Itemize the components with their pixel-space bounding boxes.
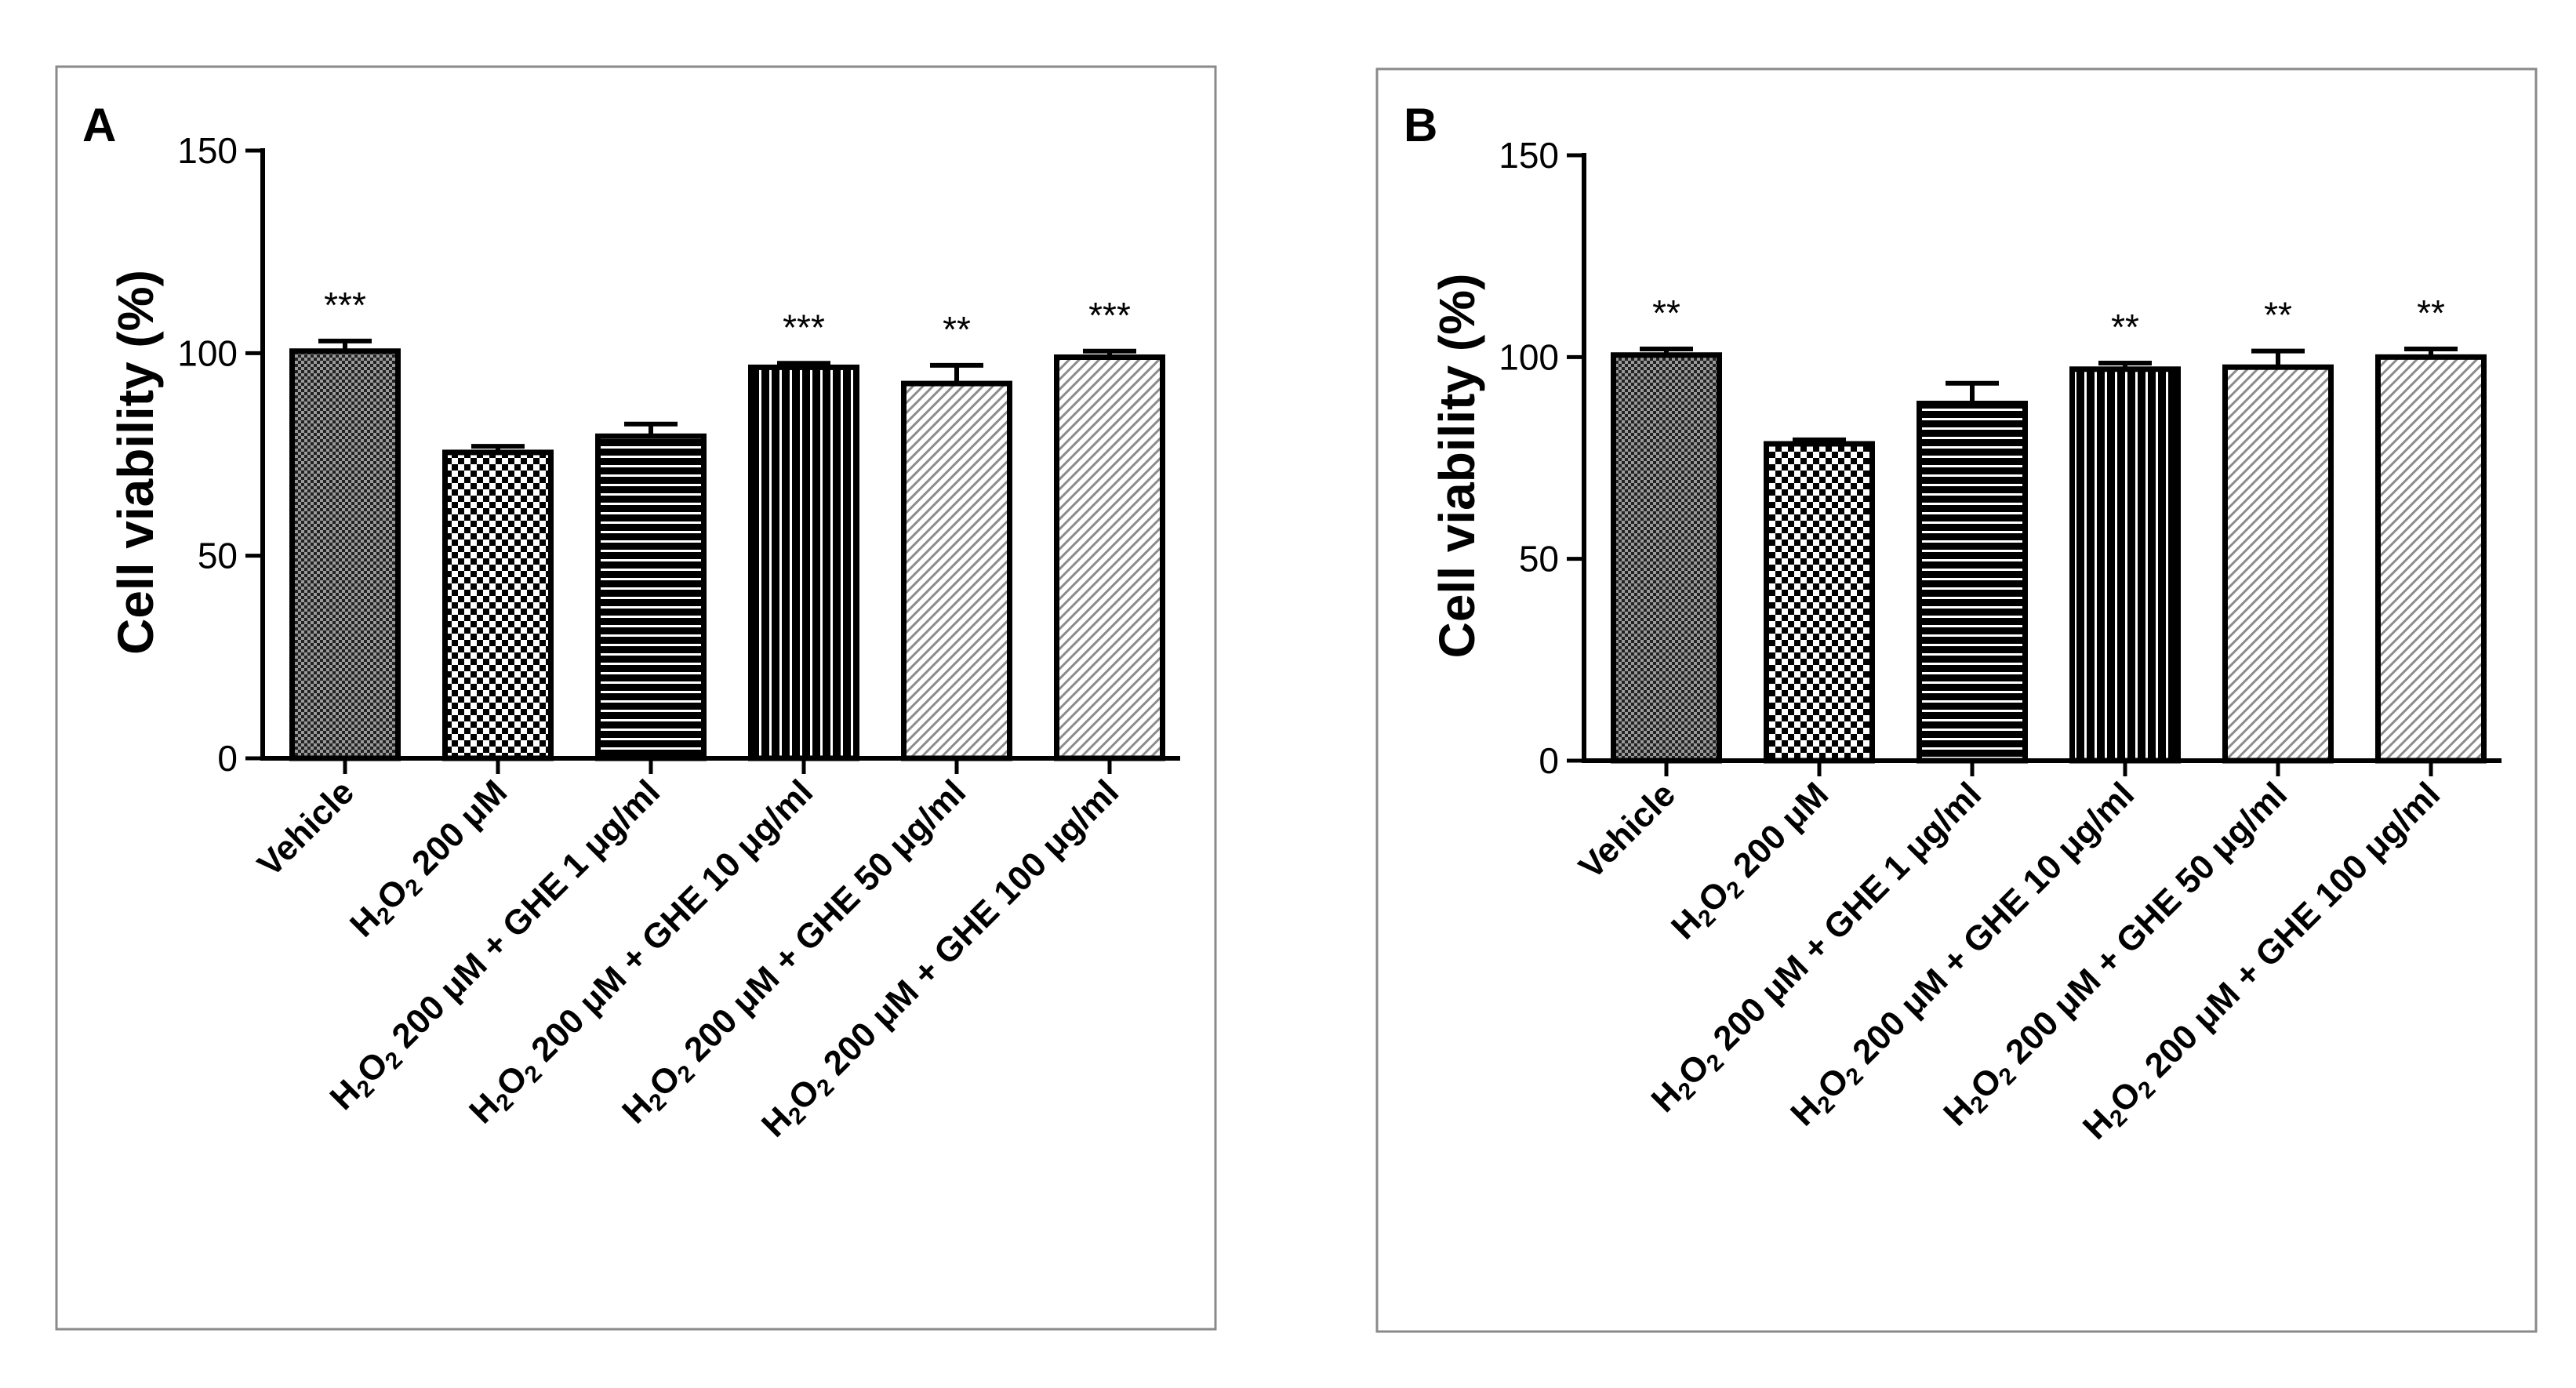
panel-b-y-tick-label: 150 <box>1499 135 1559 176</box>
panel-b-bar <box>2222 364 2334 764</box>
panel-b-significance-label: ** <box>2264 295 2292 336</box>
panel-a-y-tick-label: 0 <box>217 738 238 779</box>
panel-a-bar <box>901 380 1012 761</box>
panel-a-y-tick-label: 50 <box>198 536 238 576</box>
panel-a-significance-label: *** <box>783 307 825 347</box>
panel-b-bar <box>2375 354 2487 764</box>
panel-b-letter: B <box>1404 99 1437 151</box>
panel-b-significance-label: ** <box>2417 292 2445 333</box>
panel-b-y-tick-label: 100 <box>1499 336 1559 377</box>
panel-a-bar <box>442 449 554 761</box>
panel-a-y-tick-label: 150 <box>177 130 238 171</box>
panel-a-significance-label: *** <box>324 285 366 325</box>
panel-a-bar <box>595 433 707 761</box>
panel-b-y-tick-label: 0 <box>1539 740 1559 781</box>
panel-a-bar <box>289 348 401 761</box>
panel-a-bar <box>1054 354 1165 761</box>
panel-a-y-tick-label: 100 <box>177 332 238 373</box>
panel-b-significance-label: ** <box>1652 292 1680 333</box>
panel-a-significance-label: *** <box>1088 295 1131 336</box>
panel-b-y-tick-label: 50 <box>1519 539 1559 580</box>
panel-b-y-axis-label: Cell viability (%) <box>1429 274 1485 659</box>
panel-b-bar <box>1611 352 1722 764</box>
panel-b-bar <box>1764 441 1875 764</box>
panel-b-bar <box>2069 366 2181 764</box>
panel-a-significance-label: ** <box>943 309 971 350</box>
panel-a-y-axis-label: Cell viability (%) <box>107 270 164 655</box>
panel-a-bar <box>748 364 859 761</box>
panel-a-letter: A <box>82 99 116 151</box>
panel-b-bar <box>1917 401 2028 764</box>
panel-b-significance-label: ** <box>2111 307 2139 347</box>
